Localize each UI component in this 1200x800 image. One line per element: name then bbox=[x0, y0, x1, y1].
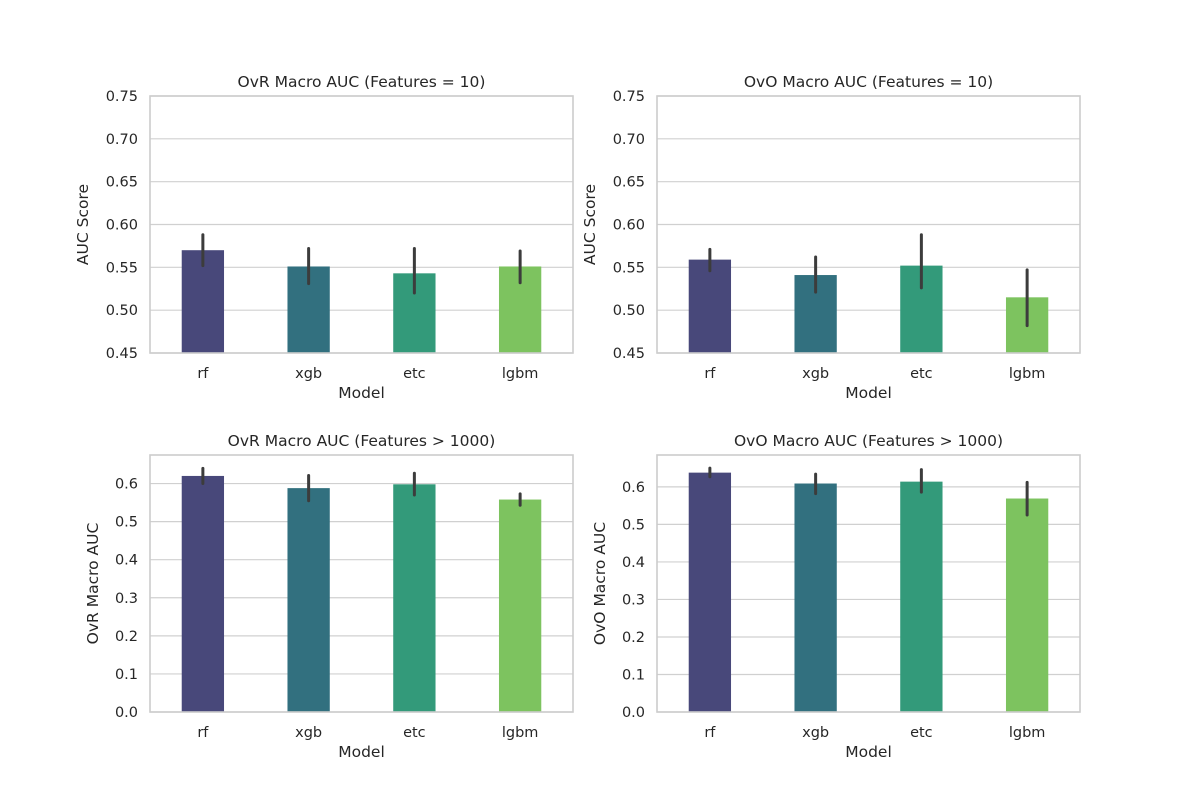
y-tick-label: 0.5 bbox=[622, 517, 645, 533]
y-tick-label: 0.6 bbox=[622, 480, 645, 496]
plot-frame bbox=[656, 95, 1081, 354]
y-tick-label: 0.4 bbox=[622, 555, 645, 571]
x-tick-label: xgb bbox=[295, 725, 322, 741]
x-axis-label: Model bbox=[845, 384, 892, 402]
bar-rf bbox=[688, 259, 732, 353]
x-tick-label: lgbm bbox=[1009, 366, 1046, 382]
bar-lgbm bbox=[1005, 498, 1049, 712]
y-tick-label: 0.0 bbox=[115, 705, 138, 721]
y-tick-label: 0.6 bbox=[115, 477, 138, 493]
bar-xgb bbox=[287, 488, 330, 712]
x-tick-label: etc bbox=[910, 366, 933, 382]
x-tick-label: rf bbox=[704, 725, 716, 741]
plot-frame bbox=[149, 454, 574, 713]
bar-rf bbox=[181, 250, 225, 353]
y-tick-label: 0.1 bbox=[115, 667, 138, 683]
x-tick-label: xgb bbox=[802, 366, 829, 382]
y-tick-label: 0.50 bbox=[106, 303, 138, 319]
subplot-4: 0.0 0.1 0.2 0.3 0.4 0.5 0.6 rf xgb etc lgbm OvO Mac… bbox=[591, 432, 1081, 761]
x-axis-label: Model bbox=[845, 743, 892, 761]
y-tick-label: 0.55 bbox=[106, 260, 138, 276]
x-tick-label: rf bbox=[197, 366, 209, 382]
y-tick-label: 0.65 bbox=[613, 175, 645, 191]
y-tick-label: 0.70 bbox=[613, 132, 645, 148]
bar-xgb bbox=[794, 483, 837, 712]
x-tick-label: lgbm bbox=[502, 725, 539, 741]
x-tick-label: etc bbox=[403, 366, 426, 382]
y-tick-label: 0.70 bbox=[106, 132, 138, 148]
y-tick-label: 0.65 bbox=[106, 175, 138, 191]
y-tick-label: 0.45 bbox=[106, 346, 138, 362]
y-axis-label: AUC Score bbox=[74, 184, 92, 265]
x-tick-label: xgb bbox=[295, 366, 322, 382]
subplot-3: 0.0 0.1 0.2 0.3 0.4 0.5 0.6 rf xgb etc lgbm OvR Mac… bbox=[84, 432, 574, 761]
chart-title: OvR Macro AUC (Features > 1000) bbox=[228, 432, 496, 450]
y-axis-label: OvR Macro AUC bbox=[84, 523, 102, 645]
bar-lgbm bbox=[498, 499, 542, 712]
x-axis-label: Model bbox=[338, 743, 385, 761]
chart-title: OvR Macro AUC (Features = 10) bbox=[238, 73, 486, 91]
y-tick-label: 0.0 bbox=[622, 705, 645, 721]
x-tick-label: rf bbox=[197, 725, 209, 741]
x-axis-label: Model bbox=[338, 384, 385, 402]
subplot-2: 0.45 0.50 0.55 0.60 0.65 0.70 0.75 rf xgb etc lgbm… bbox=[581, 73, 1081, 402]
y-tick-label: 0.2 bbox=[115, 629, 138, 645]
y-tick-label: 0.4 bbox=[115, 553, 138, 569]
x-tick-label: rf bbox=[704, 366, 716, 382]
bar-etc bbox=[900, 481, 943, 712]
y-tick-label: 0.3 bbox=[622, 592, 645, 608]
y-axis-label: OvO Macro AUC bbox=[591, 522, 609, 645]
x-tick-label: lgbm bbox=[502, 366, 539, 382]
y-tick-label: 0.2 bbox=[622, 630, 645, 646]
y-tick-label: 0.60 bbox=[106, 218, 138, 234]
bar-rf bbox=[688, 472, 732, 712]
y-tick-label: 0.3 bbox=[115, 591, 138, 607]
chart-title: OvO Macro AUC (Features > 1000) bbox=[734, 432, 1003, 450]
bar-rf bbox=[181, 475, 225, 712]
x-tick-label: etc bbox=[910, 725, 933, 741]
y-tick-label: 0.50 bbox=[613, 303, 645, 319]
x-tick-label: lgbm bbox=[1009, 725, 1046, 741]
subplot-1: 0.45 0.50 0.55 0.60 0.65 0.70 0.75 rf xgb etc lgbm… bbox=[74, 73, 574, 402]
x-tick-label: etc bbox=[403, 725, 426, 741]
plot-frame bbox=[656, 454, 1081, 713]
y-axis-label: AUC Score bbox=[581, 184, 599, 265]
y-tick-label: 0.5 bbox=[115, 515, 138, 531]
y-tick-label: 0.75 bbox=[613, 89, 645, 105]
bar-etc bbox=[393, 484, 436, 712]
y-tick-label: 0.75 bbox=[106, 89, 138, 105]
y-tick-label: 0.45 bbox=[613, 346, 645, 362]
chart-title: OvO Macro AUC (Features = 10) bbox=[744, 73, 993, 91]
plot-frame bbox=[149, 95, 574, 354]
y-tick-label: 0.1 bbox=[622, 667, 645, 683]
y-tick-label: 0.60 bbox=[613, 218, 645, 234]
x-tick-label: xgb bbox=[802, 725, 829, 741]
y-tick-label: 0.55 bbox=[613, 260, 645, 276]
